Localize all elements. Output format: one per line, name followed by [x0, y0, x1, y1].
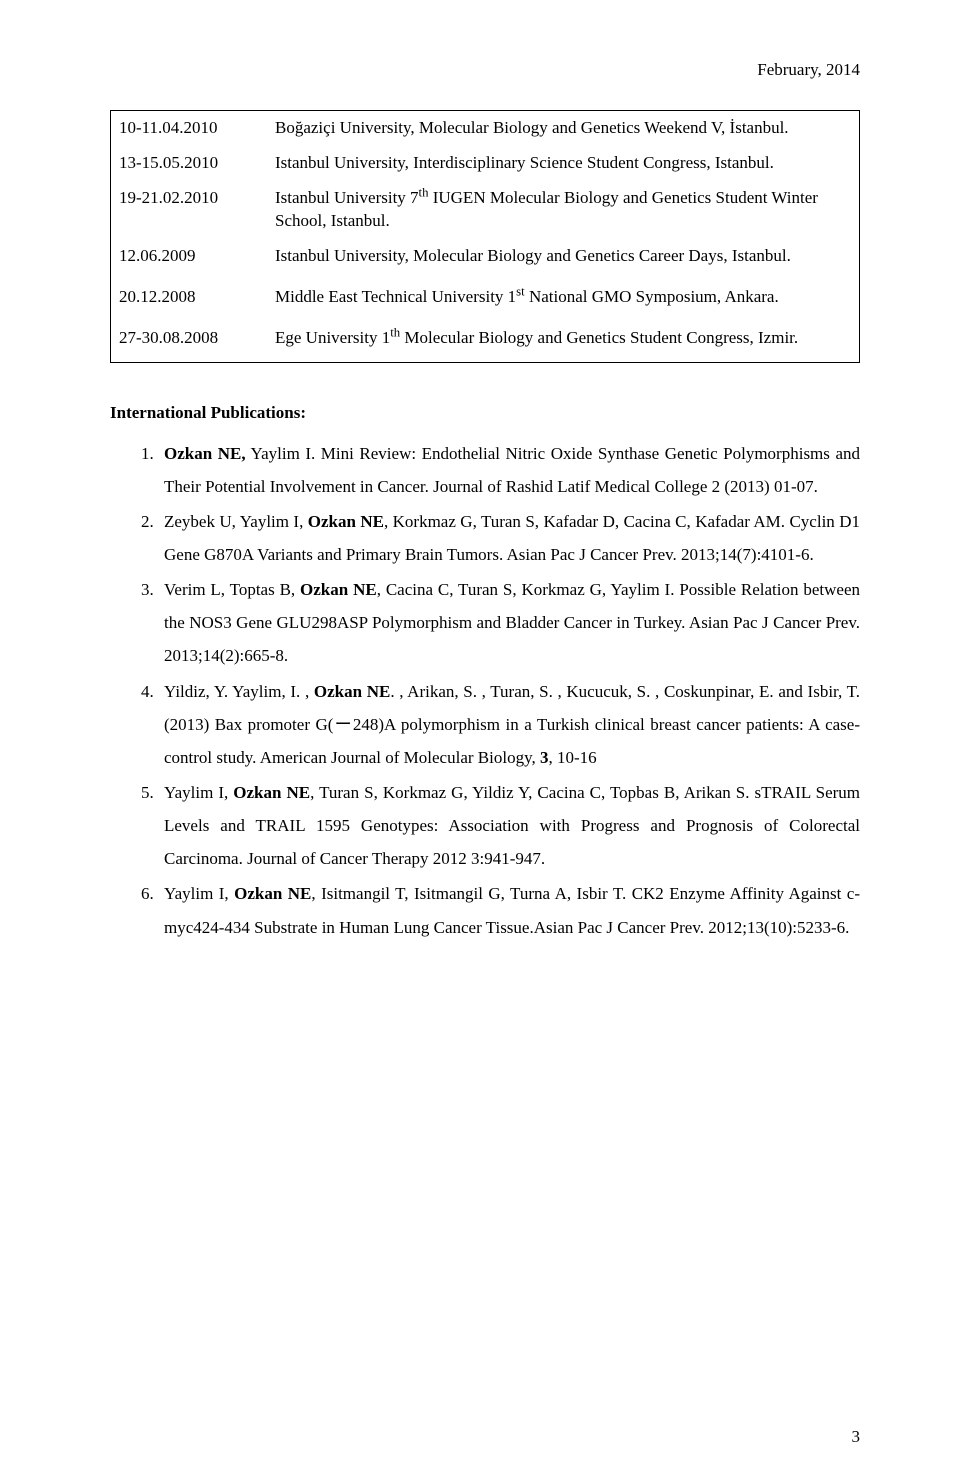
table-row: 10-11.04.2010 Boğaziçi University, Molec… [111, 111, 860, 146]
list-item: Zeybek U, Yaylim I, Ozkan NE, Korkmaz G,… [158, 505, 860, 571]
list-item: Ozkan NE, Yaylim I. Mini Review: Endothe… [158, 437, 860, 503]
table-row: 12.06.2009 Istanbul University, Molecula… [111, 239, 860, 274]
list-item: Yaylim I, Ozkan NE, Turan S, Korkmaz G, … [158, 776, 860, 875]
page-number: 3 [852, 1427, 861, 1447]
event-date: 27-30.08.2008 [111, 321, 268, 356]
header-date: February, 2014 [110, 60, 860, 80]
event-desc: Middle East Technical University 1st Nat… [267, 280, 860, 315]
table-row: 27-30.08.2008 Ege University 1th Molecul… [111, 321, 860, 356]
list-item: Yildiz, Y. Yaylim, I. , Ozkan NE. , Arik… [158, 675, 860, 774]
event-date: 19-21.02.2010 [111, 181, 268, 239]
page-container: February, 2014 10-11.04.2010 Boğaziçi Un… [0, 0, 960, 1477]
event-desc: Istanbul University 7th IUGEN Molecular … [267, 181, 860, 239]
event-desc: Istanbul University, Molecular Biology a… [267, 239, 860, 274]
event-date: 12.06.2009 [111, 239, 268, 274]
table-row: 20.12.2008 Middle East Technical Univers… [111, 280, 860, 315]
event-desc: Istanbul University, Interdisciplinary S… [267, 146, 860, 181]
table-spacer [111, 356, 860, 363]
event-desc: Ege University 1th Molecular Biology and… [267, 321, 860, 356]
event-date: 20.12.2008 [111, 280, 268, 315]
event-date: 13-15.05.2010 [111, 146, 268, 181]
table-row: 19-21.02.2010 Istanbul University 7th IU… [111, 181, 860, 239]
events-table: 10-11.04.2010 Boğaziçi University, Molec… [110, 110, 860, 363]
event-desc: Boğaziçi University, Molecular Biology a… [267, 111, 860, 146]
list-item: Verim L, Toptas B, Ozkan NE, Cacina C, T… [158, 573, 860, 672]
event-date: 10-11.04.2010 [111, 111, 268, 146]
table-row: 13-15.05.2010 Istanbul University, Inter… [111, 146, 860, 181]
publication-list: Ozkan NE, Yaylim I. Mini Review: Endothe… [110, 437, 860, 944]
section-heading: International Publications: [110, 403, 860, 423]
list-item: Yaylim I, Ozkan NE, Isitmangil T, Isitma… [158, 877, 860, 943]
